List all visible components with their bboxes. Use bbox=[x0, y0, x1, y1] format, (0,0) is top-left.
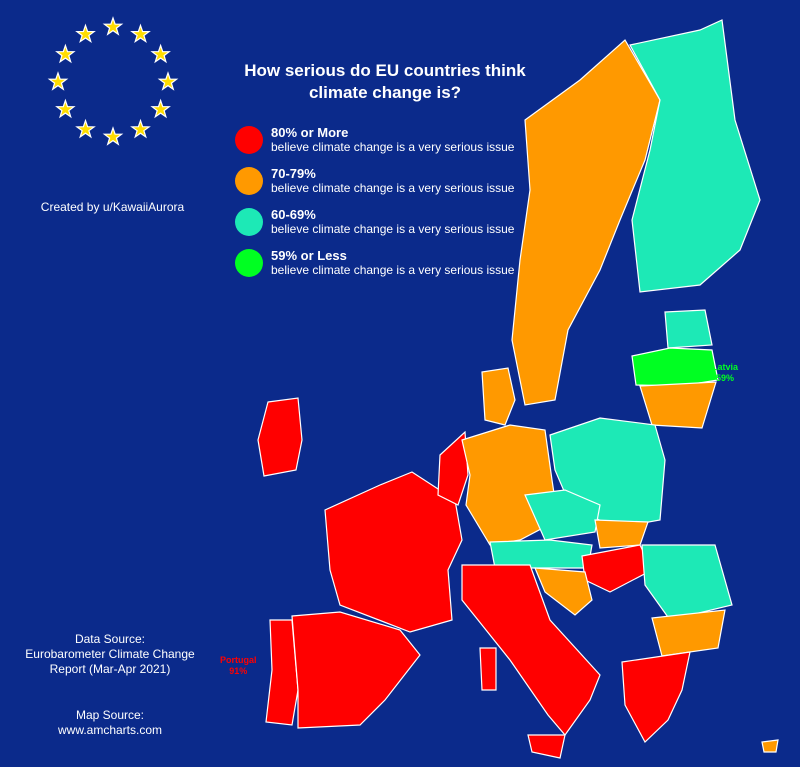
star bbox=[102, 16, 124, 36]
star bbox=[130, 23, 151, 44]
annotation: Portugal 91% bbox=[220, 655, 257, 677]
annotation-country: Portugal bbox=[220, 655, 257, 665]
legend-text: 59% or Less believe climate change is a v… bbox=[271, 248, 514, 277]
countries bbox=[257, 19, 779, 759]
star bbox=[102, 126, 124, 146]
legend-label: 60-69% bbox=[271, 207, 316, 222]
source-line: Map Source: bbox=[75, 708, 145, 722]
source-line: Report (Mar-Apr 2021) bbox=[49, 662, 171, 676]
legend-item: 80% or More believe climate change is a v… bbox=[235, 125, 514, 154]
legend-swatch bbox=[235, 207, 263, 236]
austria bbox=[489, 539, 593, 569]
romania bbox=[641, 544, 733, 621]
legend-label: 70-79% bbox=[271, 166, 316, 181]
greece bbox=[621, 651, 691, 743]
legend-item: 60-69% believe climate change is a very s… bbox=[235, 207, 514, 236]
annotation-value: 59% bbox=[716, 373, 735, 383]
finland bbox=[629, 19, 761, 293]
source-line: Eurobarometer Climate Change bbox=[25, 647, 195, 661]
legend-text: 80% or More believe climate change is a v… bbox=[271, 125, 514, 154]
legend-label: 80% or More bbox=[271, 125, 349, 140]
legend-label: 59% or Less bbox=[271, 248, 347, 263]
bulgaria bbox=[651, 609, 726, 657]
star bbox=[47, 71, 69, 91]
eu-stars bbox=[47, 16, 179, 146]
czechia bbox=[524, 489, 601, 541]
star bbox=[55, 43, 76, 64]
legend-text: 60-69% believe climate change is a very s… bbox=[271, 207, 514, 236]
legend-item: 59% or Less believe climate change is a v… bbox=[235, 248, 514, 277]
cyprus bbox=[761, 739, 779, 753]
legend-description: believe climate change is a very serious… bbox=[271, 222, 515, 236]
title: How serious do EU countries think climat… bbox=[244, 61, 526, 102]
ireland bbox=[257, 397, 303, 477]
star bbox=[75, 23, 96, 44]
legend-text: 70-79% believe climate change is a very s… bbox=[271, 166, 514, 195]
sicily bbox=[527, 734, 566, 759]
legend-description: believe climate change is a very serious… bbox=[271, 140, 515, 154]
star bbox=[75, 118, 96, 139]
legend-swatch bbox=[235, 248, 263, 277]
slovakia bbox=[594, 519, 649, 549]
sardinia bbox=[479, 647, 497, 691]
latvia bbox=[631, 347, 719, 387]
lithuania bbox=[639, 381, 717, 429]
croatia-slovenia bbox=[534, 567, 593, 616]
credit: Created by u/KawaiiAurora bbox=[40, 200, 185, 214]
star bbox=[150, 43, 171, 64]
annotation-country: Latvia bbox=[712, 362, 739, 372]
estonia bbox=[664, 309, 713, 349]
legend-swatch bbox=[235, 125, 263, 154]
data-source: Data Source: Eurobarometer Climate Chang… bbox=[15, 632, 205, 677]
spain bbox=[291, 611, 421, 729]
star bbox=[130, 118, 151, 139]
star bbox=[150, 98, 171, 119]
map-source: Map Source: www.amcharts.com bbox=[15, 708, 205, 738]
legend-description: believe climate change is a very serious… bbox=[271, 181, 515, 195]
hungary bbox=[581, 544, 653, 593]
annotation-value: 91% bbox=[229, 666, 248, 676]
star bbox=[157, 71, 179, 91]
source-line: www.amcharts.com bbox=[57, 723, 163, 737]
legend-description: believe climate change is a very serious… bbox=[271, 263, 515, 277]
legend-swatch bbox=[235, 166, 263, 195]
source-line: Data Source: bbox=[74, 632, 146, 646]
france bbox=[324, 471, 463, 633]
annotation: Latvia 59% bbox=[712, 362, 738, 384]
benelux bbox=[437, 430, 469, 506]
sweden bbox=[511, 39, 661, 406]
legend-item: 70-79% believe climate change is a very s… bbox=[235, 166, 514, 195]
denmark bbox=[481, 367, 516, 426]
star bbox=[55, 98, 76, 119]
